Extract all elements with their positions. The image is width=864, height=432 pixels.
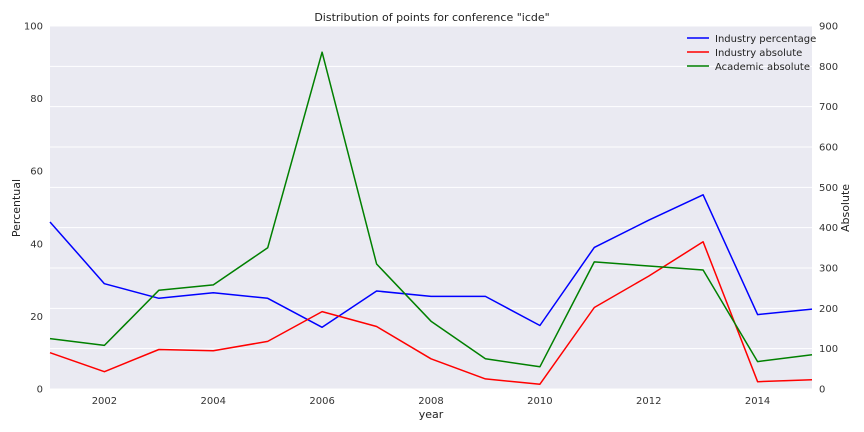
y-tick-label: 40 <box>30 239 43 250</box>
y-axis-label: Percentual <box>10 179 23 237</box>
legend-label-academic-absolute: Academic absolute <box>715 62 810 73</box>
y-right-tick-label: 100 <box>819 344 838 355</box>
x-tick-label: 2014 <box>745 396 770 407</box>
y-right-tick-label: 700 <box>819 102 838 113</box>
x-tick-label: 2008 <box>418 396 443 407</box>
y-right-tick-label: 300 <box>819 264 838 275</box>
grid-lines <box>50 25 812 390</box>
y-axis-right-label: Absolute <box>839 184 852 232</box>
series-line-industry-absolute <box>49 241 813 385</box>
y-tick-label: 20 <box>30 312 43 323</box>
x-tick-label: 2006 <box>309 396 334 407</box>
x-tick-label: 2010 <box>527 396 552 407</box>
y-tick-label: 80 <box>30 94 43 105</box>
y-right-tick-label: 600 <box>819 143 838 154</box>
y-tick-label: 0 <box>37 385 43 396</box>
y-right-tick-label: 900 <box>819 22 838 33</box>
x-axis-label: year <box>419 408 444 421</box>
legend-label-industry-percentage: Industry percentage <box>715 34 816 45</box>
x-tick-label: 2002 <box>92 396 117 407</box>
y-right-tick-label: 800 <box>819 62 838 73</box>
y-axis-ticks: 0 20 40 60 80 100 <box>24 22 43 396</box>
y-tick-label: 60 <box>30 167 43 178</box>
x-tick-label: 2004 <box>201 396 226 407</box>
series-line-industry-percentage <box>49 194 813 329</box>
x-tick-label: 2012 <box>636 396 661 407</box>
x-axis-ticks: 2002 2004 2006 2008 2010 2012 2014 <box>92 396 771 407</box>
y-right-tick-label: 0 <box>819 385 825 396</box>
legend: Industry percentage Industry absolute Ac… <box>687 34 816 73</box>
series-line-academic-absolute <box>49 51 813 368</box>
legend-label-industry-absolute: Industry absolute <box>715 48 802 59</box>
chart-title: Distribution of points for conference "i… <box>314 11 549 24</box>
series-layer <box>49 51 813 385</box>
y-axis-right-ticks: 0 100 200 300 400 500 600 700 800 900 <box>819 22 838 396</box>
y-right-tick-label: 500 <box>819 183 838 194</box>
y-tick-label: 100 <box>24 22 43 33</box>
y-right-tick-label: 200 <box>819 304 838 315</box>
y-right-tick-label: 400 <box>819 223 838 234</box>
plot-background <box>50 26 812 389</box>
